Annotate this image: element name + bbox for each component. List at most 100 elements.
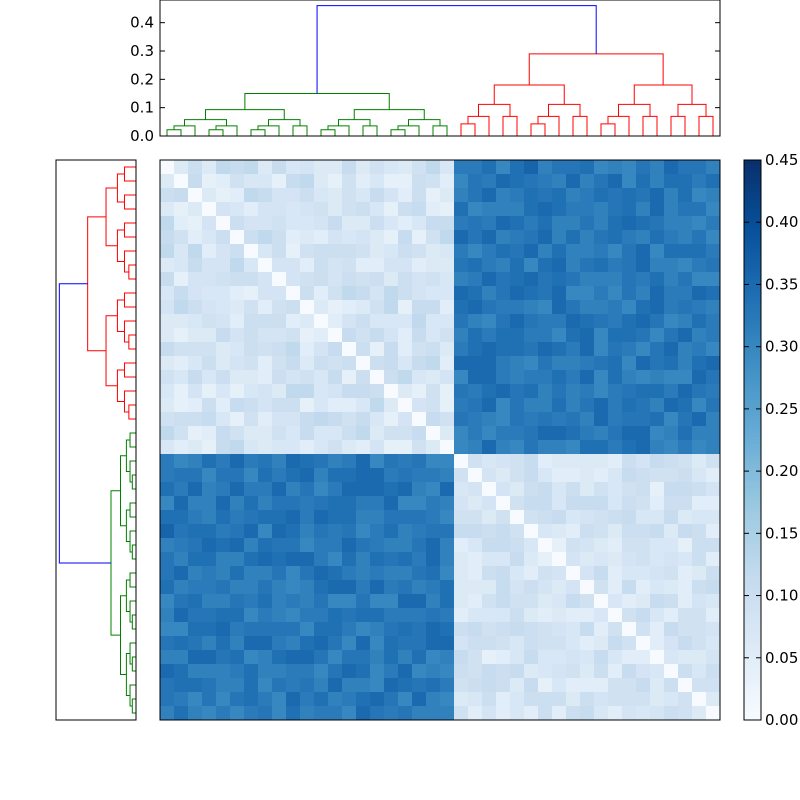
colorbar-frame [743, 159, 762, 721]
heatmap-cell [370, 678, 385, 693]
heatmap-cell [244, 496, 259, 511]
heatmap-cell [342, 706, 357, 721]
heatmap-cell [412, 426, 427, 441]
heatmap-cell [538, 216, 553, 231]
heatmap-cell [664, 496, 679, 511]
colorbar-swatch [744, 472, 761, 477]
heatmap-cell [552, 566, 567, 581]
heatmap-cell [174, 230, 189, 245]
heatmap-cell [426, 496, 441, 511]
heatmap-cell [216, 706, 231, 721]
heatmap-cell [300, 482, 315, 497]
heatmap-cell [510, 244, 525, 259]
heatmap-cell [496, 482, 511, 497]
heatmap-cell [384, 384, 399, 399]
heatmap-cell [230, 286, 245, 301]
dendrogram-link [123, 320, 136, 343]
heatmap-cell [706, 566, 721, 581]
heatmap-cell [454, 524, 469, 539]
y-tick-label: 0.4 [130, 14, 154, 32]
heatmap-cell [398, 272, 413, 287]
y-tick-label: 0.1 [130, 99, 154, 117]
heatmap-cell [636, 188, 651, 203]
colorbar-swatch [744, 624, 761, 629]
heatmap-cell [356, 664, 371, 679]
heatmap-cell [510, 286, 525, 301]
heatmap-cell [230, 272, 245, 287]
heatmap-cell [314, 244, 329, 259]
colorbar-tick-label: 0.20 [765, 462, 798, 480]
heatmap-cell [188, 622, 203, 637]
heatmap-cell [188, 328, 203, 343]
colorbar-swatch [744, 716, 761, 721]
heatmap-cell [468, 622, 483, 637]
heatmap-cell [608, 468, 623, 483]
heatmap-cell [650, 482, 665, 497]
heatmap-cell [244, 594, 259, 609]
colorbar-swatch [744, 680, 761, 685]
heatmap-cell [314, 426, 329, 441]
heatmap-cell [482, 524, 497, 539]
heatmap-cell [580, 230, 595, 245]
heatmap-cell [650, 188, 665, 203]
heatmap-cell [412, 678, 427, 693]
heatmap-cell [468, 650, 483, 665]
heatmap-cell [524, 706, 539, 721]
heatmap-cell [328, 650, 343, 665]
heatmap-cell [706, 496, 721, 511]
heatmap-cell [258, 328, 273, 343]
heatmap-cell [314, 496, 329, 511]
heatmap-cell [300, 328, 315, 343]
heatmap-cell [706, 398, 721, 413]
heatmap-cell [244, 258, 259, 273]
heatmap-cell [342, 314, 357, 329]
heatmap-cell [692, 580, 707, 595]
heatmap-cell [244, 566, 259, 581]
heatmap-cell [384, 552, 399, 567]
left-dendrogram [58, 166, 136, 714]
heatmap-cell [566, 328, 581, 343]
heatmap-cell [608, 580, 623, 595]
heatmap-cell [608, 258, 623, 273]
colorbar-swatch [744, 608, 761, 613]
heatmap-cell [706, 174, 721, 189]
heatmap-cell [370, 188, 385, 203]
heatmap-cell [608, 482, 623, 497]
dendrogram-link [460, 123, 476, 136]
heatmap-cell [272, 510, 287, 525]
heatmap-cell [538, 636, 553, 651]
heatmap-cell [244, 398, 259, 413]
heatmap-cell [538, 622, 553, 637]
heatmap-cell [216, 622, 231, 637]
heatmap-cell [608, 454, 623, 469]
heatmap-cell [258, 552, 273, 567]
heatmap-cell [216, 510, 231, 525]
heatmap-cell [230, 328, 245, 343]
heatmap-cell [524, 272, 539, 287]
heatmap-cell [594, 650, 609, 665]
dendrogram-link [642, 115, 658, 136]
heatmap-cell [524, 328, 539, 343]
colorbar-swatch [744, 564, 761, 569]
heatmap-cell [538, 580, 553, 595]
heatmap-cell [174, 678, 189, 693]
heatmap-cell [468, 510, 483, 525]
heatmap-cell [300, 538, 315, 553]
colorbar-swatch [744, 312, 761, 317]
heatmap-cell [216, 664, 231, 679]
top-dendrogram-axes: 0.00.10.20.30.4 [130, 0, 721, 145]
heatmap-cell [664, 552, 679, 567]
heatmap-cell [678, 440, 693, 455]
heatmap-cell [356, 174, 371, 189]
heatmap-cell [188, 692, 203, 707]
heatmap-cell [398, 398, 413, 413]
heatmap-cell [524, 370, 539, 385]
heatmap-cell [328, 398, 343, 413]
heatmap-cell [622, 524, 637, 539]
heatmap-cell [370, 692, 385, 707]
heatmap-cell [244, 706, 259, 721]
heatmap-cell [496, 552, 511, 567]
heatmap-cell [440, 174, 455, 189]
heatmap-cell [244, 664, 259, 679]
heatmap-cell [314, 328, 329, 343]
